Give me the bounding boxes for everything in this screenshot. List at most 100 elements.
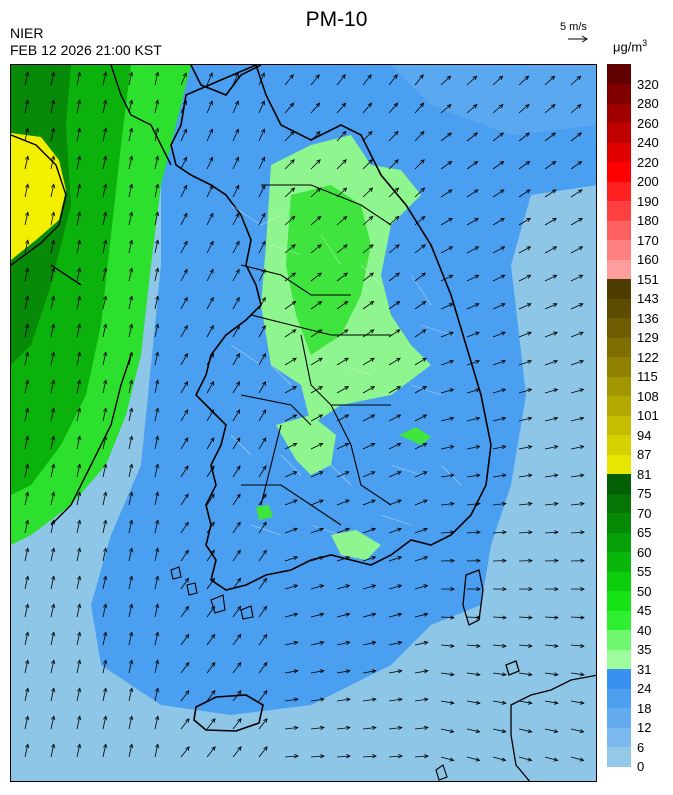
- wind-arrow-head: [449, 672, 455, 677]
- wind-arrow: [466, 672, 480, 676]
- wind-arrow-head: [500, 274, 506, 279]
- wind-arrow-head: [25, 127, 30, 133]
- wind-arrow-head: [103, 603, 108, 609]
- wind-arrow-head: [525, 160, 531, 166]
- wind-arrow-head: [319, 612, 325, 617]
- wind-arrow: [310, 641, 324, 646]
- wind-arrow: [206, 325, 214, 338]
- wind-arrow-head: [397, 669, 403, 674]
- wind-arrow: [336, 698, 350, 702]
- wind-arrow-head: [527, 473, 533, 478]
- colorbar-label: 143: [637, 291, 659, 306]
- wind-arrow: [50, 212, 55, 226]
- colorbar-label: 70: [637, 505, 652, 521]
- wind-arrow-head: [371, 556, 377, 560]
- wind-arrow-head: [183, 352, 188, 358]
- wind-arrow: [128, 352, 133, 366]
- wind-arrow-head: [77, 519, 82, 525]
- wind-arrow-head: [475, 672, 481, 677]
- wind-arrow-head: [291, 300, 297, 306]
- wind-arrow: [310, 386, 323, 394]
- wind-arrow-head: [293, 640, 299, 646]
- wind-arrow: [518, 389, 532, 394]
- wind-arrow-head: [25, 183, 30, 189]
- wind-arrow-head: [343, 329, 349, 334]
- wind-arrow: [50, 576, 55, 590]
- wind-arrow-head: [262, 605, 268, 611]
- wind-arrow: [414, 131, 425, 142]
- wind-arrow-head: [553, 501, 559, 506]
- wind-arrow-head: [449, 388, 455, 393]
- wind-arrow: [154, 296, 159, 310]
- wind-arrow: [128, 520, 133, 534]
- wind-arrow: [544, 644, 558, 647]
- wind-arrow-head: [155, 687, 160, 693]
- wind-arrow-head: [235, 296, 240, 302]
- wind-arrow: [24, 744, 29, 758]
- wind-arrow-head: [370, 357, 375, 362]
- wind-arrow-head: [209, 352, 214, 358]
- wind-arrow: [102, 492, 107, 506]
- colorbar-label: 65: [637, 525, 652, 540]
- wind-arrow-head: [25, 323, 30, 329]
- wind-arrow-head: [129, 323, 134, 329]
- wind-arrow-head: [129, 575, 134, 581]
- wind-arrow: [76, 716, 81, 730]
- wind-arrow-head: [498, 75, 504, 81]
- wind-arrow-head: [527, 445, 533, 450]
- wind-arrow: [492, 728, 506, 733]
- wind-arrow-head: [129, 155, 134, 161]
- wind-arrow-head: [77, 575, 82, 581]
- wind-arrow-head: [155, 211, 160, 217]
- wind-arrow-head: [77, 715, 82, 721]
- colorbar-swatch: [607, 415, 631, 435]
- wind-arrow: [310, 301, 322, 310]
- wind-arrow-head: [367, 102, 373, 108]
- wind-arrow: [232, 634, 242, 646]
- wind-arrow-head: [183, 268, 188, 274]
- wind-arrow: [570, 218, 583, 226]
- wind-arrow: [102, 660, 107, 674]
- wind-arrow-head: [318, 471, 324, 476]
- wind-arrow: [466, 218, 479, 226]
- blue-east-patch: [391, 65, 596, 135]
- wind-arrow-head: [526, 217, 531, 222]
- wind-arrow: [284, 528, 298, 534]
- wind-arrow-head: [129, 295, 134, 301]
- wind-arrow-head: [51, 351, 56, 357]
- wind-arrow: [284, 471, 298, 478]
- wind-arrow: [102, 380, 107, 394]
- wind-arrow: [336, 528, 350, 534]
- wind-arrow-head: [261, 352, 266, 358]
- wind-arrow: [310, 414, 323, 422]
- wind-arrow-head: [25, 631, 30, 637]
- wind-arrow-head: [262, 577, 268, 583]
- wind-arrow: [258, 578, 267, 590]
- wind-arrow: [232, 746, 242, 758]
- wind-arrow-head: [476, 530, 481, 535]
- wind-arrow-head: [293, 556, 299, 560]
- wind-arrow: [128, 408, 133, 422]
- wind-arrow: [466, 503, 480, 506]
- wind-arrow: [206, 129, 213, 142]
- wind-arrow-head: [578, 217, 583, 222]
- wind-arrow: [310, 131, 321, 142]
- wind-arrow-head: [579, 331, 584, 336]
- wind-arrow: [414, 471, 428, 478]
- wind-arrow-head: [448, 303, 454, 308]
- wind-arrow-head: [289, 102, 295, 108]
- wind-arrow: [492, 303, 506, 310]
- wind-arrow-head: [235, 268, 240, 274]
- wind-arrow: [362, 499, 376, 506]
- wind-arrow: [258, 129, 265, 142]
- wind-arrow-head: [420, 187, 426, 193]
- wind-arrow: [388, 471, 402, 478]
- wind-arrow: [570, 417, 584, 422]
- wind-arrow-head: [420, 159, 425, 164]
- wind-arrow-head: [345, 725, 351, 731]
- wind-arrow-head: [473, 189, 479, 194]
- wind-arrow-head: [51, 547, 56, 553]
- wind-arrow-head: [235, 184, 240, 190]
- wind-arrow-head: [211, 661, 216, 667]
- wind-arrow: [154, 492, 159, 506]
